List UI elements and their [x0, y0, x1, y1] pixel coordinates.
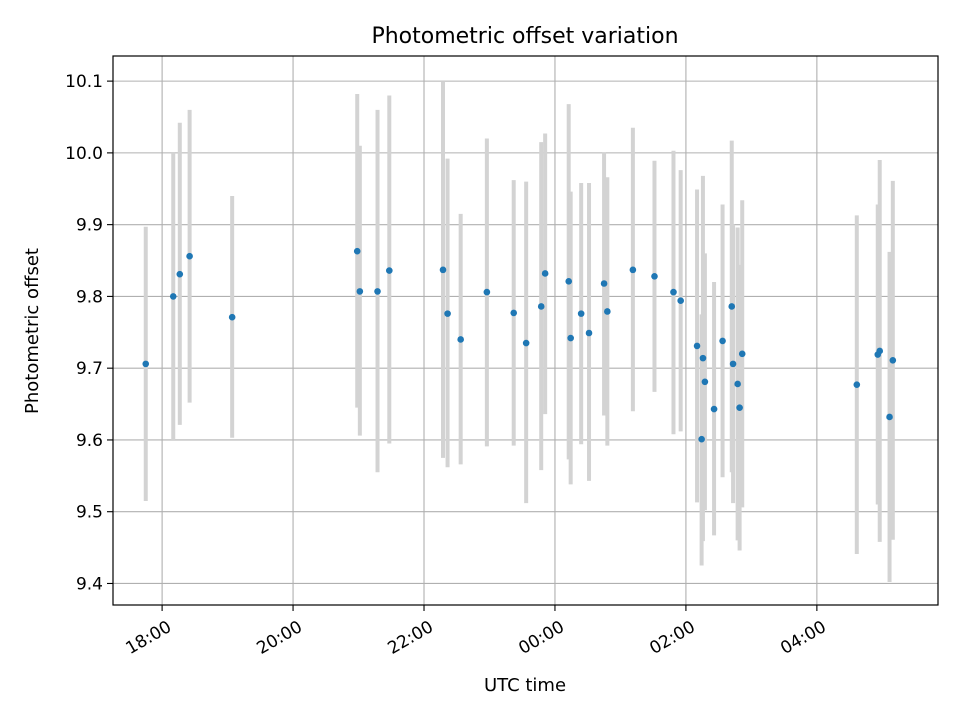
- data-point: [457, 336, 464, 343]
- plot-frame: [112, 55, 939, 606]
- data-point: [439, 266, 447, 274]
- x-tick-label: 02:00: [646, 617, 698, 659]
- data-point: [186, 252, 193, 260]
- x-tick-label: 18:00: [123, 617, 175, 659]
- data-point: [738, 350, 746, 358]
- data-point: [522, 339, 530, 347]
- y-tick-label: 9.9: [76, 216, 103, 236]
- data-point: [374, 288, 381, 295]
- data-point: [734, 380, 741, 388]
- data-point: [600, 280, 608, 287]
- data-point: [728, 303, 736, 310]
- data-point: [677, 297, 684, 305]
- data-point: [693, 342, 701, 350]
- data-point: [386, 267, 393, 274]
- data-point: [565, 278, 573, 285]
- data-point: [567, 334, 574, 342]
- data-point: [142, 360, 150, 368]
- data-point: [510, 309, 518, 317]
- x-tick-label: 04:00: [777, 617, 829, 659]
- data-point: [353, 247, 361, 255]
- data-point: [169, 293, 177, 300]
- data-points: [142, 247, 897, 443]
- y-tick-label: 9.6: [76, 431, 103, 451]
- data-point: [228, 313, 236, 321]
- data-point: [604, 308, 611, 315]
- data-point: [698, 435, 705, 443]
- data-point: [701, 378, 709, 386]
- y-tick-label: 9.4: [76, 574, 103, 594]
- y-tick-label: 9.5: [76, 503, 103, 523]
- data-point: [886, 413, 893, 421]
- data-point: [670, 288, 677, 296]
- data-point: [719, 337, 726, 345]
- data-point: [876, 347, 884, 355]
- data-point: [710, 405, 718, 413]
- x-tick-label: 00:00: [515, 617, 567, 659]
- y-tick-label: 9.8: [76, 287, 103, 307]
- data-point: [729, 360, 737, 368]
- data-point: [483, 288, 491, 296]
- data-point: [537, 303, 545, 310]
- y-tick-label: 9.7: [76, 359, 103, 379]
- data-point: [853, 381, 861, 388]
- data-point: [651, 273, 658, 280]
- y-tick-label: 10.1: [65, 72, 103, 92]
- x-tick-label: 22:00: [384, 617, 436, 659]
- y-axis-label: Photometric offset: [22, 248, 43, 414]
- data-point: [444, 310, 451, 317]
- data-point: [889, 356, 897, 364]
- data-point: [176, 270, 184, 278]
- data-point: [629, 266, 637, 274]
- x-tick-label: 20:00: [253, 617, 305, 659]
- error-bars: [143, 81, 895, 583]
- chart-title: Photometric offset variation: [371, 24, 678, 49]
- data-point: [356, 288, 364, 295]
- data-point: [541, 270, 549, 277]
- data-point: [585, 329, 593, 337]
- data-point: [736, 404, 743, 411]
- x-axis-label: UTC time: [484, 675, 566, 696]
- data-point: [699, 354, 707, 362]
- y-tick-label: 10.0: [65, 144, 103, 164]
- data-point: [577, 310, 585, 317]
